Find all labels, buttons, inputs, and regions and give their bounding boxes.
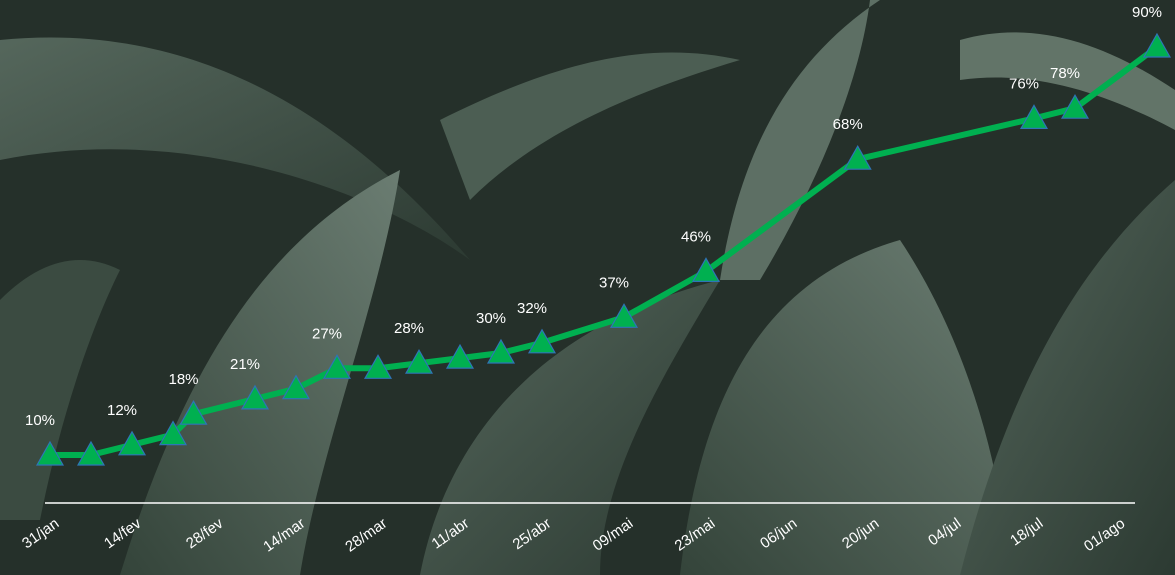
marker xyxy=(158,420,188,446)
data-label: 12% xyxy=(107,402,137,419)
marker xyxy=(179,399,208,425)
marker xyxy=(486,338,516,364)
marker xyxy=(76,440,106,466)
data-label: 68% xyxy=(833,116,863,133)
marker xyxy=(609,303,639,328)
marker xyxy=(445,343,475,369)
marker xyxy=(1060,93,1090,119)
data-label: 37% xyxy=(599,274,629,291)
marker xyxy=(35,440,65,466)
marker xyxy=(527,328,557,354)
data-label: 76% xyxy=(1009,75,1039,92)
marker xyxy=(1019,104,1049,129)
data-label: 78% xyxy=(1050,65,1080,82)
data-label: 21% xyxy=(230,356,260,373)
marker xyxy=(404,348,434,374)
marker xyxy=(691,257,721,282)
data-label: 90% xyxy=(1132,4,1162,21)
marker xyxy=(117,430,147,456)
marker xyxy=(843,144,872,170)
data-label: 10% xyxy=(25,412,55,429)
marker xyxy=(1142,32,1172,58)
marker xyxy=(240,384,270,410)
marker xyxy=(322,354,352,379)
data-label: 30% xyxy=(476,310,506,327)
marker xyxy=(281,374,311,400)
marker xyxy=(363,354,393,379)
data-label: 32% xyxy=(517,300,547,317)
data-label: 46% xyxy=(681,228,711,245)
data-label: 28% xyxy=(394,320,424,337)
data-label: 27% xyxy=(312,325,342,342)
data-label: 18% xyxy=(168,371,198,388)
